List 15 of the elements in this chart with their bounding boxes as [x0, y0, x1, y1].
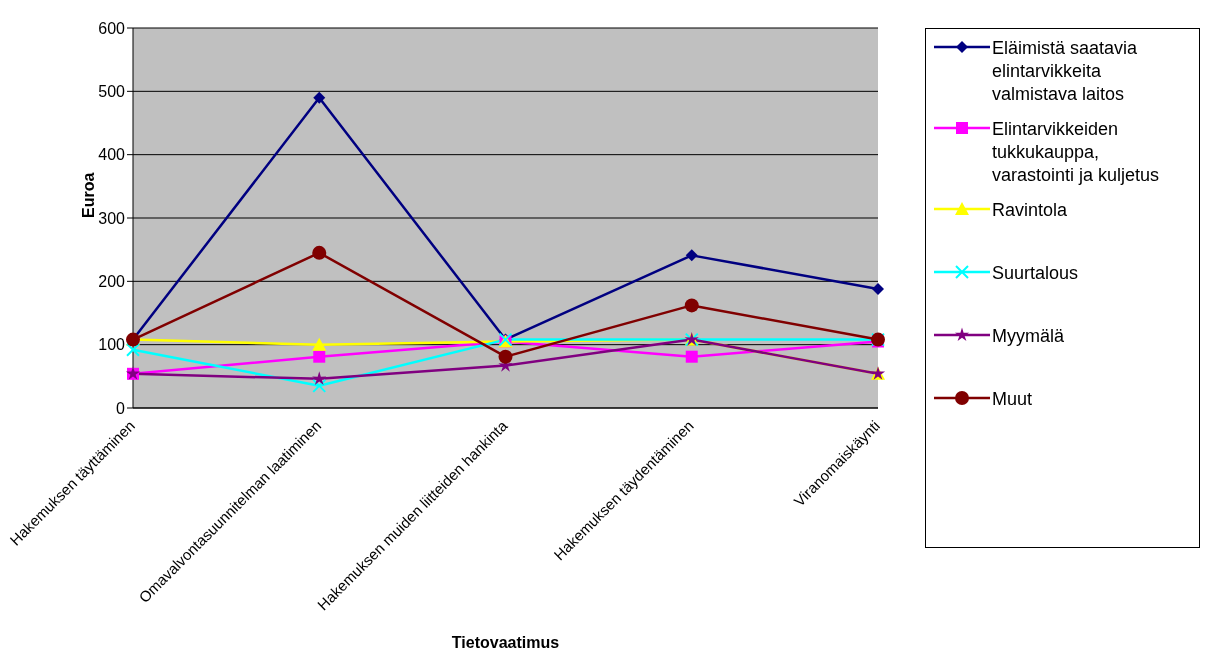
legend-label: Muut [992, 388, 1034, 411]
legend-label: Ravintola [992, 199, 1069, 222]
y-tick-label: 200 [98, 273, 126, 291]
y-tick-label: 300 [98, 209, 126, 227]
legend-label: Myymälä [992, 325, 1065, 348]
y-tick-label: 500 [98, 83, 126, 101]
y-axis-title: Euroa [79, 172, 97, 218]
x-axis-title: Tietovaatimus [451, 634, 560, 651]
y-tick-label: 100 [98, 336, 126, 354]
y-tick-label: 600 [98, 19, 126, 37]
legend-label: Eläimistä saatavia elintarvikkeita valmistava laitos [992, 37, 1139, 106]
y-tick-label: 0 [116, 399, 126, 417]
y-tick-label: 400 [98, 146, 126, 164]
legend-label: Elintarvikkeiden tukkukauppa, varastointi ja kuljetus [992, 118, 1161, 187]
legend-label: Suurtalous [992, 262, 1080, 285]
